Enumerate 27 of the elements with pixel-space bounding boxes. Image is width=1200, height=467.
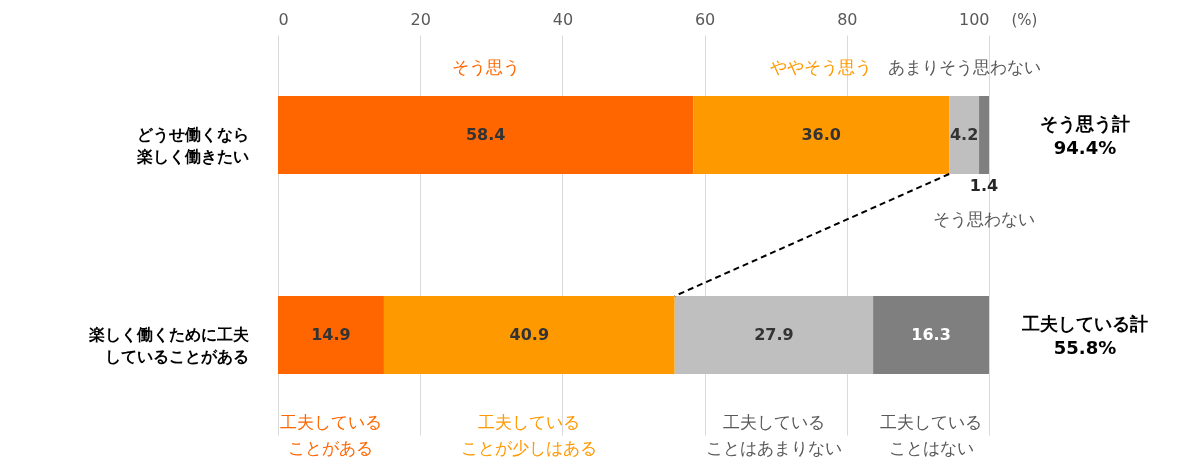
- y-tick-label: 楽しく働くために工夫していることがある: [87, 325, 250, 366]
- data-label: 1.4: [969, 176, 999, 195]
- data-label: 16.3: [911, 325, 951, 344]
- y-tick-label: どうせ働くなら楽しく働きたい: [135, 125, 249, 166]
- annotation: 工夫していることはあまりない: [705, 412, 842, 458]
- data-label: 27.9: [754, 325, 794, 344]
- annotation: 工夫していることはない: [880, 412, 983, 458]
- annotation: そう思う: [451, 57, 520, 77]
- x-tick-label: 0: [278, 9, 289, 29]
- annotation: 工夫していることがある: [279, 412, 382, 458]
- x-tick-label: 100: [958, 9, 990, 29]
- x-tick-label: 60: [694, 9, 716, 29]
- annotation: ややそう思う: [770, 57, 873, 77]
- annotation: あまりそう思わない: [887, 57, 1041, 77]
- x-tick-label: 40: [552, 9, 574, 29]
- total-label: そう思う計 94.4%: [1040, 113, 1130, 158]
- x-tick-label: 20: [410, 9, 431, 29]
- x-tick-label: 80: [837, 9, 858, 29]
- data-label: 36.0: [801, 125, 841, 144]
- data-label: 40.9: [509, 325, 550, 344]
- data-label: 14.9: [311, 325, 351, 344]
- annotation: そう思わない: [933, 209, 1036, 229]
- data-label: 58.4: [465, 125, 506, 144]
- total-label: 工夫している計 55.8%: [1021, 313, 1148, 358]
- annotation: 工夫していることが少しはある: [461, 412, 598, 458]
- x-axis-title: (%): [1011, 10, 1038, 29]
- data-label: 4.2: [949, 125, 979, 144]
